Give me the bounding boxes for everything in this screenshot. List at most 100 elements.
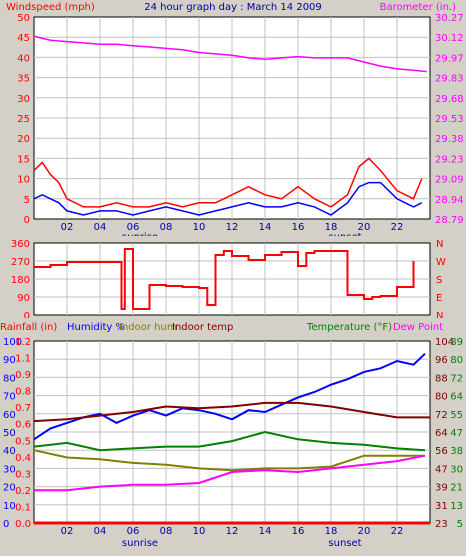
indoor-temp-tick-label: 64 xyxy=(435,428,448,439)
x-tick-label: 16 xyxy=(292,526,305,537)
y-tick-label: 0 xyxy=(24,311,30,318)
series-line-4 xyxy=(33,430,426,452)
temperature-tick-label: 38 xyxy=(450,446,463,457)
temperature-tick-label: 47 xyxy=(450,428,463,439)
rainfall-tick-label: 0.9 xyxy=(15,370,31,381)
y2-tick-label: 29.38 xyxy=(435,134,464,145)
indoor-temp-tick-label: 96 xyxy=(435,355,448,366)
x-tick-label: 12 xyxy=(226,526,239,537)
y-tick-label: 10 xyxy=(17,175,30,186)
y-tick-label: 20 xyxy=(17,134,30,145)
x-tick-label: 16 xyxy=(292,222,305,233)
rainfall-tick-label: 0.7 xyxy=(15,403,31,414)
x-tick-label: 04 xyxy=(94,526,107,537)
humidity-tick-label: 70 xyxy=(3,392,16,403)
indoor-temp-tick-label: 72 xyxy=(435,410,448,421)
compass-tick-label: S xyxy=(436,275,442,286)
rainfall-tick-label: 1.2 xyxy=(15,337,31,348)
y-tick-label: 0 xyxy=(24,215,30,226)
dew-point-label: Dew Point xyxy=(393,322,443,333)
y2-tick-label: 29.09 xyxy=(435,175,464,186)
temperature-label: Temperature (°F) xyxy=(306,322,392,333)
series-line-5 xyxy=(34,454,426,492)
rainfall-tick-label: 0.3 xyxy=(15,469,31,480)
humidity-tick-label: 50 xyxy=(3,428,16,439)
x-tick-label: 18 xyxy=(325,526,338,537)
y-tick-label: 360 xyxy=(11,240,30,250)
series-line-1 xyxy=(33,352,426,441)
y-tick-label: 40 xyxy=(17,53,30,64)
rainfall-tick-label: 0.5 xyxy=(15,436,31,447)
humidity-temperature-chart: Rainfall (in) Humidity % Indoor hum Indo… xyxy=(0,318,466,556)
x-tick-label: 22 xyxy=(391,526,404,537)
series-line-3 xyxy=(33,449,425,472)
series-line-0 xyxy=(33,35,427,73)
temperature-tick-label: 72 xyxy=(450,373,463,384)
x-tick-label: 02 xyxy=(61,222,74,233)
humidity-tick-label: 80 xyxy=(3,373,16,384)
compass-tick-label: N xyxy=(436,240,443,250)
y2-tick-label: 28.79 xyxy=(435,215,464,226)
rainfall-tick-label: 0.1 xyxy=(15,502,31,513)
indoor-temp-tick-label: 31 xyxy=(435,501,448,512)
y-tick-label: 45 xyxy=(17,33,30,44)
temperature-tick-label: 64 xyxy=(450,392,463,403)
y-tick-label: 180 xyxy=(11,275,30,286)
rainfall-tick-label: 0.8 xyxy=(15,387,31,398)
rainfall-tick-label: 0.0 xyxy=(15,519,31,530)
sunset-label: sunset xyxy=(328,232,361,236)
windspeed-label: Windspeed (mph) xyxy=(6,2,95,13)
temperature-tick-label: 30 xyxy=(450,464,463,475)
series-line-1 xyxy=(33,157,423,208)
indoor-temp-tick-label: 80 xyxy=(435,392,448,403)
indoor-temp-tick-label: 88 xyxy=(435,373,448,384)
indoor-temp-tick-label: 104 xyxy=(435,337,454,348)
sunset-label-2: sunset xyxy=(328,538,361,549)
y2-tick-label: 29.83 xyxy=(435,74,464,85)
y-tick-label: 15 xyxy=(17,154,30,165)
y2-tick-label: 29.53 xyxy=(435,114,464,125)
series-line-2 xyxy=(33,401,430,423)
y2-tick-label: 30.27 xyxy=(435,13,464,24)
rainfall-tick-label: 0.6 xyxy=(15,420,31,431)
compass-tick-label: N xyxy=(436,311,443,318)
x-tick-label: 18 xyxy=(325,222,338,233)
humidity-tick-label: 20 xyxy=(3,483,16,494)
humidity-tick-label: 60 xyxy=(3,410,16,421)
x-tick-label: 06 xyxy=(127,526,140,537)
humidity-tick-label: 90 xyxy=(3,355,16,366)
x-tick-label: 14 xyxy=(259,526,272,537)
temperature-tick-label: 89 xyxy=(450,337,463,348)
x-tick-label: 20 xyxy=(358,526,371,537)
x-tick-label: 12 xyxy=(226,222,239,233)
x-tick-label: 02 xyxy=(61,526,74,537)
temperature-tick-label: 80 xyxy=(450,355,463,366)
temperature-tick-label: 13 xyxy=(450,501,463,512)
sunrise-label: sunrise xyxy=(122,232,158,236)
humidity-tick-label: 0 xyxy=(3,519,9,530)
compass-tick-label: W xyxy=(436,257,446,268)
y-tick-label: 270 xyxy=(11,257,30,268)
rainfall-tick-label: 1.1 xyxy=(15,354,31,365)
chart-title: 24 hour graph day : March 14 2009 xyxy=(144,2,322,13)
y-tick-label: 50 xyxy=(17,13,30,24)
y-tick-label: 35 xyxy=(17,74,30,85)
y-tick-label: 5 xyxy=(24,195,30,206)
indoor-temp-label: Indoor temp xyxy=(172,322,233,333)
x-tick-label: 22 xyxy=(391,222,404,233)
y2-tick-label: 29.68 xyxy=(435,94,464,105)
temperature-tick-label: 21 xyxy=(450,483,463,494)
y2-tick-label: 29.23 xyxy=(435,154,464,165)
wind-barometer-chart: Windspeed (mph) 24 hour graph day : Marc… xyxy=(0,0,466,236)
wind-direction-line xyxy=(34,248,415,310)
humidity-tick-label: 100 xyxy=(3,337,22,348)
indoor-temp-tick-label: 23 xyxy=(435,519,448,530)
rainfall-label: Rainfall (in) xyxy=(0,322,57,333)
barometer-label: Barometer (in.) xyxy=(380,2,456,13)
indoor-temp-tick-label: 39 xyxy=(435,483,448,494)
y-tick-label: 25 xyxy=(17,114,30,125)
compass-tick-label: E xyxy=(436,293,442,304)
x-tick-label: 08 xyxy=(160,222,173,233)
x-tick-label: 08 xyxy=(160,526,173,537)
x-tick-label: 14 xyxy=(259,222,272,233)
